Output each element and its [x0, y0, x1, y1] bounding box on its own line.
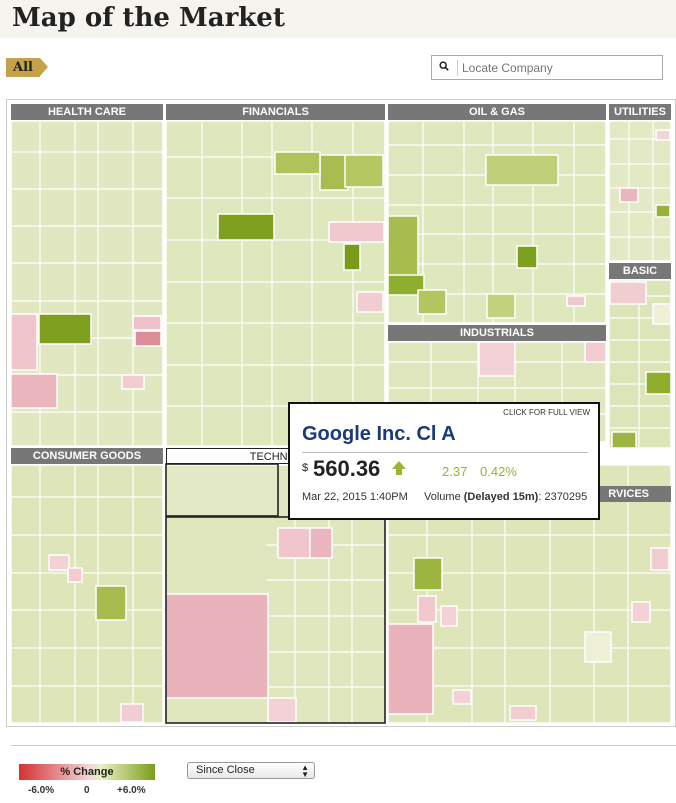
search-box[interactable] [431, 55, 663, 80]
page-header: Map of the Market [0, 0, 676, 38]
select-arrows-icon: ▲ ▼ [301, 763, 309, 779]
sector-label-services[interactable]: RVICES [592, 486, 671, 502]
search-input[interactable] [462, 58, 657, 77]
period-select[interactable]: Since Close ▲ ▼ [187, 762, 315, 779]
volume-prefix: Volume [424, 491, 464, 503]
legend-min: -6.0% [28, 785, 55, 796]
volume-delay: (Delayed 15m) [463, 491, 539, 503]
tooltip-divider [302, 452, 588, 453]
legend-title: % Change [60, 766, 114, 778]
search-divider [457, 60, 458, 76]
price-change: 2.37 [442, 464, 468, 479]
quote-datetime: Mar 22, 2015 1:40PM [302, 491, 408, 503]
full-view-link[interactable]: CLICK FOR FULL VIEW [503, 408, 590, 417]
change-legend: % Change [19, 764, 155, 780]
tab-all[interactable]: All [6, 58, 48, 77]
search-icon [439, 61, 449, 71]
up-arrow-icon [392, 461, 406, 475]
currency-symbol: $ [302, 462, 309, 474]
legend-max: +6.0% [117, 785, 146, 796]
sector-label-industrials[interactable]: INDUSTRIALS [388, 325, 606, 341]
sector-label-financials[interactable]: FINANCIALS [166, 104, 385, 120]
legend-mid: 0 [84, 785, 90, 796]
sector-label-utilities[interactable]: UTILITIES [609, 104, 671, 120]
sector-label-basic[interactable]: BASIC [609, 263, 671, 279]
legend-divider [11, 745, 676, 746]
stock-price: 560.36 [313, 456, 381, 481]
sector-label-health-care[interactable]: HEALTH CARE [11, 104, 163, 120]
page-title: Map of the Market [12, 3, 285, 33]
company-name[interactable]: Google Inc. Cl A [302, 423, 456, 445]
company-tooltip[interactable]: CLICK FOR FULL VIEW Google Inc. Cl A $ 5… [288, 402, 600, 520]
sector-label-consumer-goods[interactable]: CONSUMER GOODS [11, 448, 163, 464]
price-change-percent: 0.42% [480, 464, 517, 479]
sector-label-oil-gas[interactable]: OIL & GAS [388, 104, 606, 120]
volume: Volume (Delayed 15m): 2370295 [424, 491, 587, 503]
period-select-value: Since Close [196, 764, 255, 776]
volume-value: : 2370295 [538, 491, 588, 503]
